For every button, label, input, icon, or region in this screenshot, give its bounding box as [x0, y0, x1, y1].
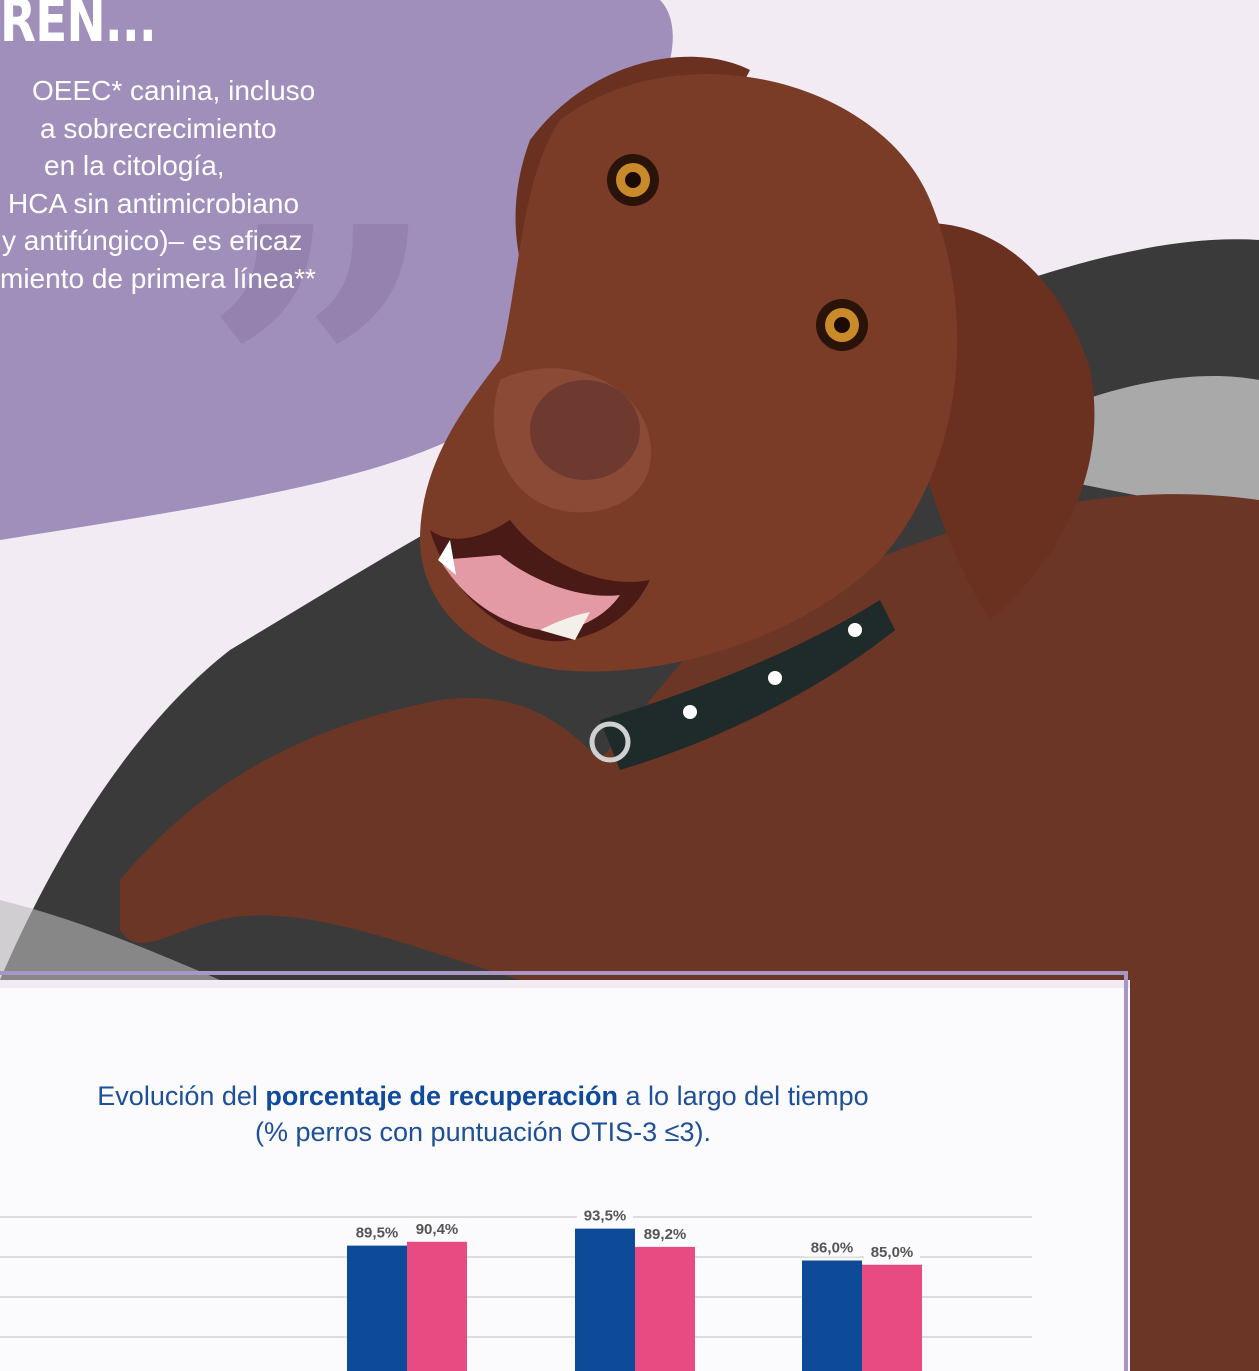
dog-collar	[600, 600, 895, 770]
bar-blue-1	[347, 1245, 407, 1371]
quote-text: OEEC* canina, incluso a sobrecrecimiento…	[0, 72, 440, 297]
recovery-bar-chart: 89,5% 90,4% 93,5% 89,2% 86,0% 85,0%	[0, 1206, 1032, 1371]
quote-line: a sobrecrecimiento	[40, 112, 277, 144]
chart-frame-border	[0, 971, 1128, 1371]
chart-title-part2: a lo largo del tiempo	[618, 1081, 869, 1111]
label-background	[864, 1242, 920, 1261]
data-label-pink-2: 89,2%	[644, 1226, 687, 1243]
label-background	[349, 1223, 405, 1242]
purple-quote-blob	[0, 0, 673, 540]
data-label-blue-2: 93,5%	[584, 1208, 627, 1225]
bar-blue-2	[575, 1228, 635, 1371]
chart-title-line2: (% perros con puntuación OTIS-3 ≤3).	[254, 1117, 712, 1147]
dog-head	[420, 73, 958, 672]
data-label-pink-1: 90,4%	[416, 1221, 459, 1238]
quote-line: miento de primera línea**	[0, 262, 316, 294]
collar-ring-icon	[589, 721, 631, 763]
bar-pink-3	[862, 1264, 922, 1371]
page-heading: REN...	[0, 0, 157, 56]
chart-panel	[0, 988, 1130, 1371]
label-background	[409, 1219, 465, 1238]
quote-line: y antifúngico)– es eficaz	[2, 225, 303, 256]
quote-line: OEEC* canina, incluso	[32, 75, 316, 106]
quote-line: en la citología,	[44, 150, 225, 181]
label-background	[577, 1206, 633, 1225]
data-label-blue-1: 89,5%	[356, 1225, 399, 1242]
quote-line: HCA sin antimicrobiano	[8, 187, 300, 219]
label-background	[637, 1224, 693, 1243]
chart-title: Evolución del porcentaje de recuperación…	[0, 1078, 966, 1150]
bar-blue-3	[802, 1260, 862, 1371]
dog-nose	[530, 380, 640, 480]
data-label-blue-3: 86,0%	[811, 1240, 854, 1257]
chart-title-part1: Evolución del	[97, 1081, 266, 1111]
chart-title-bold: porcentaje de recuperación	[265, 1081, 619, 1111]
bar-pink-2	[635, 1246, 695, 1371]
dog-body	[120, 494, 1259, 1371]
data-label-pink-3: 85,0%	[871, 1244, 914, 1261]
bar-pink-1	[407, 1241, 467, 1371]
label-background	[804, 1238, 860, 1257]
